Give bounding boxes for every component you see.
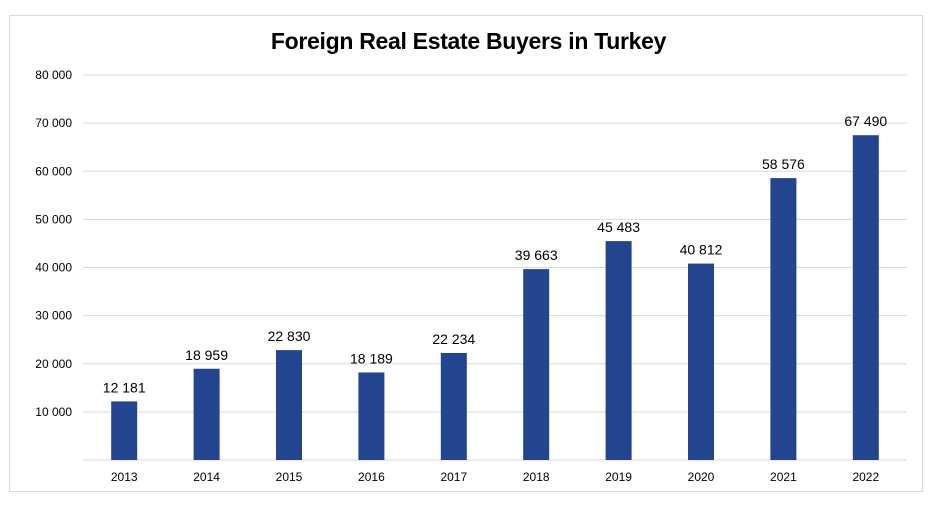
x-tick-label: 2016 bbox=[358, 470, 385, 484]
y-tick-label: 50 000 bbox=[35, 212, 72, 226]
bar bbox=[440, 352, 467, 460]
bar bbox=[688, 263, 714, 460]
bar bbox=[852, 135, 879, 460]
bar bbox=[523, 269, 550, 460]
data-label: 39 663 bbox=[515, 247, 558, 263]
x-tick-label: 2013 bbox=[111, 470, 138, 484]
x-tick-label: 2021 bbox=[770, 470, 797, 484]
bar bbox=[193, 368, 220, 460]
y-tick-label: 80 000 bbox=[35, 68, 72, 82]
x-tick-label: 2020 bbox=[688, 470, 715, 484]
x-tick-label: 2019 bbox=[605, 470, 632, 484]
data-label: 18 959 bbox=[185, 347, 228, 363]
y-tick-label: 40 000 bbox=[35, 261, 72, 275]
data-label: 18 189 bbox=[350, 350, 393, 366]
y-tick-label: 30 000 bbox=[35, 309, 72, 323]
data-label: 22 234 bbox=[432, 331, 475, 347]
x-tick-label: 2014 bbox=[193, 470, 220, 484]
x-tick-label: 2015 bbox=[276, 470, 303, 484]
chart-title: Foreign Real Estate Buyers in Turkey bbox=[270, 28, 667, 54]
data-label: 58 576 bbox=[762, 156, 805, 172]
bar bbox=[276, 350, 302, 460]
x-tick-label: 2017 bbox=[440, 470, 467, 484]
data-label: 12 181 bbox=[103, 379, 146, 395]
y-tick-label: 20 000 bbox=[35, 357, 72, 371]
data-label: 22 830 bbox=[268, 328, 311, 344]
x-tick-label: 2018 bbox=[523, 470, 550, 484]
data-label: 40 812 bbox=[680, 242, 723, 258]
bar bbox=[111, 401, 138, 460]
bar bbox=[770, 178, 797, 460]
y-tick-label: 70 000 bbox=[35, 116, 72, 130]
bar bbox=[605, 241, 632, 460]
data-label: 45 483 bbox=[597, 219, 640, 235]
y-tick-label: 60 000 bbox=[35, 164, 72, 178]
data-label: 67 490 bbox=[844, 113, 887, 129]
y-tick-label: 10 000 bbox=[35, 405, 72, 419]
bar bbox=[358, 372, 385, 460]
x-tick-label: 2022 bbox=[852, 470, 879, 484]
